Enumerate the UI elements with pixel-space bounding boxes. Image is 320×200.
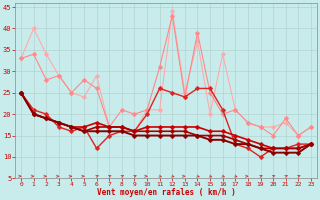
X-axis label: Vent moyen/en rafales ( km/h ): Vent moyen/en rafales ( km/h ) xyxy=(97,188,236,197)
